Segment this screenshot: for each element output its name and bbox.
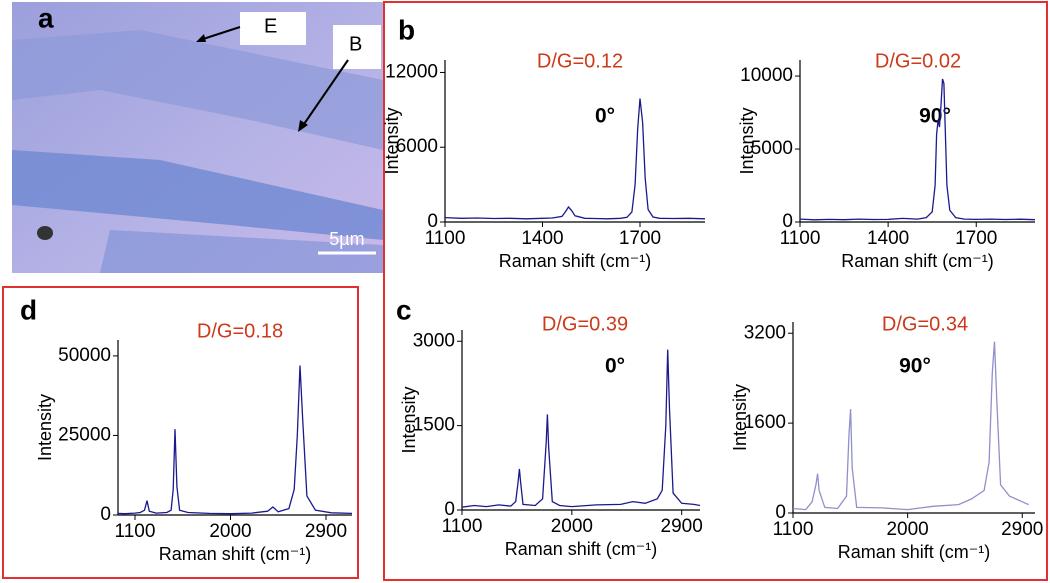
x-tick-label: 1400 xyxy=(867,228,909,249)
x-tick-label: 1700 xyxy=(955,228,997,249)
flake-band xyxy=(12,30,383,150)
y-tick-label: 25000 xyxy=(58,424,111,445)
panel-label: b xyxy=(398,14,415,45)
spectrum-line xyxy=(444,98,706,220)
y-tick-label: 0 xyxy=(427,211,438,232)
x-axis-label: Raman shift (cm⁻¹) xyxy=(499,251,652,271)
y-tick-label: 50000 xyxy=(58,345,111,366)
x-tick-label: 1100 xyxy=(425,228,466,249)
arrow xyxy=(301,59,349,128)
particle xyxy=(37,226,53,240)
y-tick-label: 3000 xyxy=(413,330,455,351)
y-axis-label: Intensity xyxy=(730,384,750,451)
panel-label: a xyxy=(38,2,54,33)
region-label: E xyxy=(264,15,277,37)
spectrum-line xyxy=(117,365,353,515)
x-tick-label: 1100 xyxy=(442,516,483,537)
x-axis-label: Raman shift (cm⁻¹) xyxy=(841,251,994,271)
y-tick-label: 0 xyxy=(782,211,793,232)
x-tick-label: 2000 xyxy=(209,521,251,542)
x-tick-label: 1400 xyxy=(521,228,563,249)
flake-band xyxy=(100,230,383,273)
label-box xyxy=(240,12,306,45)
panel-label: c xyxy=(396,294,412,325)
annotation: 90° xyxy=(899,355,931,378)
flake-band xyxy=(12,150,383,240)
arrow xyxy=(199,26,241,41)
y-tick-label: 0 xyxy=(775,502,786,523)
y-tick-label: 6000 xyxy=(396,136,438,157)
x-tick-label: 2900 xyxy=(305,521,347,542)
y-tick-label: 3200 xyxy=(744,322,786,343)
spectrum-line xyxy=(461,349,701,508)
x-tick-label: 1100 xyxy=(780,228,821,249)
panel-frame xyxy=(2,286,359,579)
x-axis-label: Raman shift (cm⁻¹) xyxy=(159,544,312,564)
y-axis-label: Intensity xyxy=(737,107,757,174)
y-tick-label: 0 xyxy=(444,499,455,520)
x-tick-label: 1100 xyxy=(773,519,814,540)
x-tick-label: 2900 xyxy=(1001,519,1043,540)
chart-title: D/G=0.34 xyxy=(882,313,968,335)
panel-frame xyxy=(383,1,1048,581)
x-tick-label: 1700 xyxy=(619,228,661,249)
y-tick-label: 0 xyxy=(100,504,111,525)
annotation: 0° xyxy=(605,355,625,378)
microscope-image: a E B 5µm xyxy=(12,2,383,273)
y-axis-label: Intensity xyxy=(35,394,55,461)
y-axis-label: Intensity xyxy=(382,107,402,174)
x-tick-label: 1100 xyxy=(115,521,156,542)
panel-label: d xyxy=(20,294,37,325)
chart: 0 1600 3200 1100 2000 2900 Raman shift (cm⁻¹) I… xyxy=(730,313,1044,561)
chart-title: D/G=0.02 xyxy=(875,50,961,72)
chart-title: D/G=0.18 xyxy=(197,320,283,342)
chart-title: D/G=0.12 xyxy=(537,50,623,72)
annotation: 0° xyxy=(595,105,615,128)
y-tick-label: 12000 xyxy=(385,61,438,82)
spectrum-line xyxy=(799,78,1036,221)
x-axis-label: Raman shift (cm⁻¹) xyxy=(838,542,991,562)
y-tick-label: 5000 xyxy=(751,138,793,159)
scale-bar-label: 5µm xyxy=(329,229,364,249)
y-tick-label: 1500 xyxy=(413,415,455,436)
arrow-head xyxy=(298,120,308,132)
x-tick-label: 2900 xyxy=(661,516,703,537)
spectrum-line xyxy=(792,341,1029,511)
y-tick-label: 10000 xyxy=(740,65,793,86)
region-label: B xyxy=(349,33,362,55)
y-tick-label: 1600 xyxy=(744,412,786,433)
arrow-head xyxy=(196,34,206,42)
annotation: 90° xyxy=(919,105,951,128)
x-tick-label: 2000 xyxy=(551,516,593,537)
label-box xyxy=(333,25,381,69)
y-axis-label: Intensity xyxy=(399,386,419,453)
x-tick-label: 2000 xyxy=(886,519,928,540)
chart-title: D/G=0.39 xyxy=(542,313,628,335)
x-axis-label: Raman shift (cm⁻¹) xyxy=(505,539,658,559)
